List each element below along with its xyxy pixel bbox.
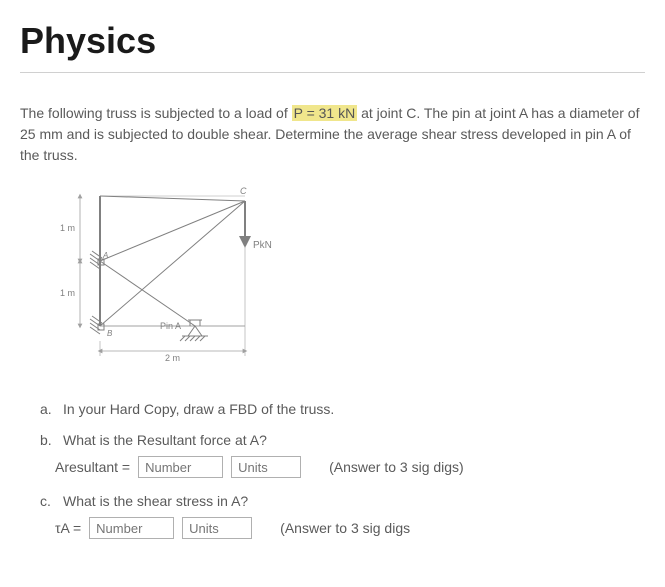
question-b-letter: b.: [40, 432, 55, 448]
question-c-hint: (Answer to 3 sig digs: [280, 520, 410, 536]
question-c-answer-row: τA = (Answer to 3 sig digs: [55, 517, 645, 539]
page-title: Physics: [20, 20, 645, 62]
tau-a-number-input[interactable]: [89, 517, 174, 539]
question-a-text: In your Hard Copy, draw a FBD of the tru…: [63, 401, 645, 417]
question-b-text: What is the Resultant force at A?: [63, 432, 645, 448]
problem-highlight: P = 31 kN: [292, 105, 358, 121]
aresultant-number-input[interactable]: [138, 456, 223, 478]
svg-text:B: B: [107, 329, 113, 338]
question-a: a. In your Hard Copy, draw a FBD of the …: [40, 401, 645, 417]
question-c-text: What is the shear stress in A?: [63, 493, 645, 509]
svg-text:A: A: [102, 251, 108, 260]
question-c-letter: c.: [40, 493, 55, 509]
problem-statement: The following truss is subjected to a lo…: [20, 103, 645, 166]
question-b-answer-row: Aresultant = (Answer to 3 sig digs): [55, 456, 645, 478]
tau-a-label: τA =: [55, 520, 81, 536]
problem-before: The following truss is subjected to a lo…: [20, 105, 292, 121]
svg-text:Pin A: Pin A: [160, 321, 181, 331]
question-b: b. What is the Resultant force at A?: [40, 432, 645, 448]
truss-diagram: 1 m 1 m 2 m C A B Pin A PkN: [50, 186, 645, 371]
question-c: c. What is the shear stress in A?: [40, 493, 645, 509]
svg-text:1 m: 1 m: [60, 223, 75, 233]
tau-a-units-input[interactable]: [182, 517, 252, 539]
question-a-letter: a.: [40, 401, 55, 417]
question-b-hint: (Answer to 3 sig digs): [329, 459, 464, 475]
svg-text:2 m: 2 m: [165, 353, 180, 363]
aresultant-units-input[interactable]: [231, 456, 301, 478]
aresultant-label: Aresultant =: [55, 459, 130, 475]
divider: [20, 72, 645, 73]
svg-text:1 m: 1 m: [60, 288, 75, 298]
svg-text:PkN: PkN: [253, 240, 272, 251]
svg-text:C: C: [240, 186, 247, 196]
